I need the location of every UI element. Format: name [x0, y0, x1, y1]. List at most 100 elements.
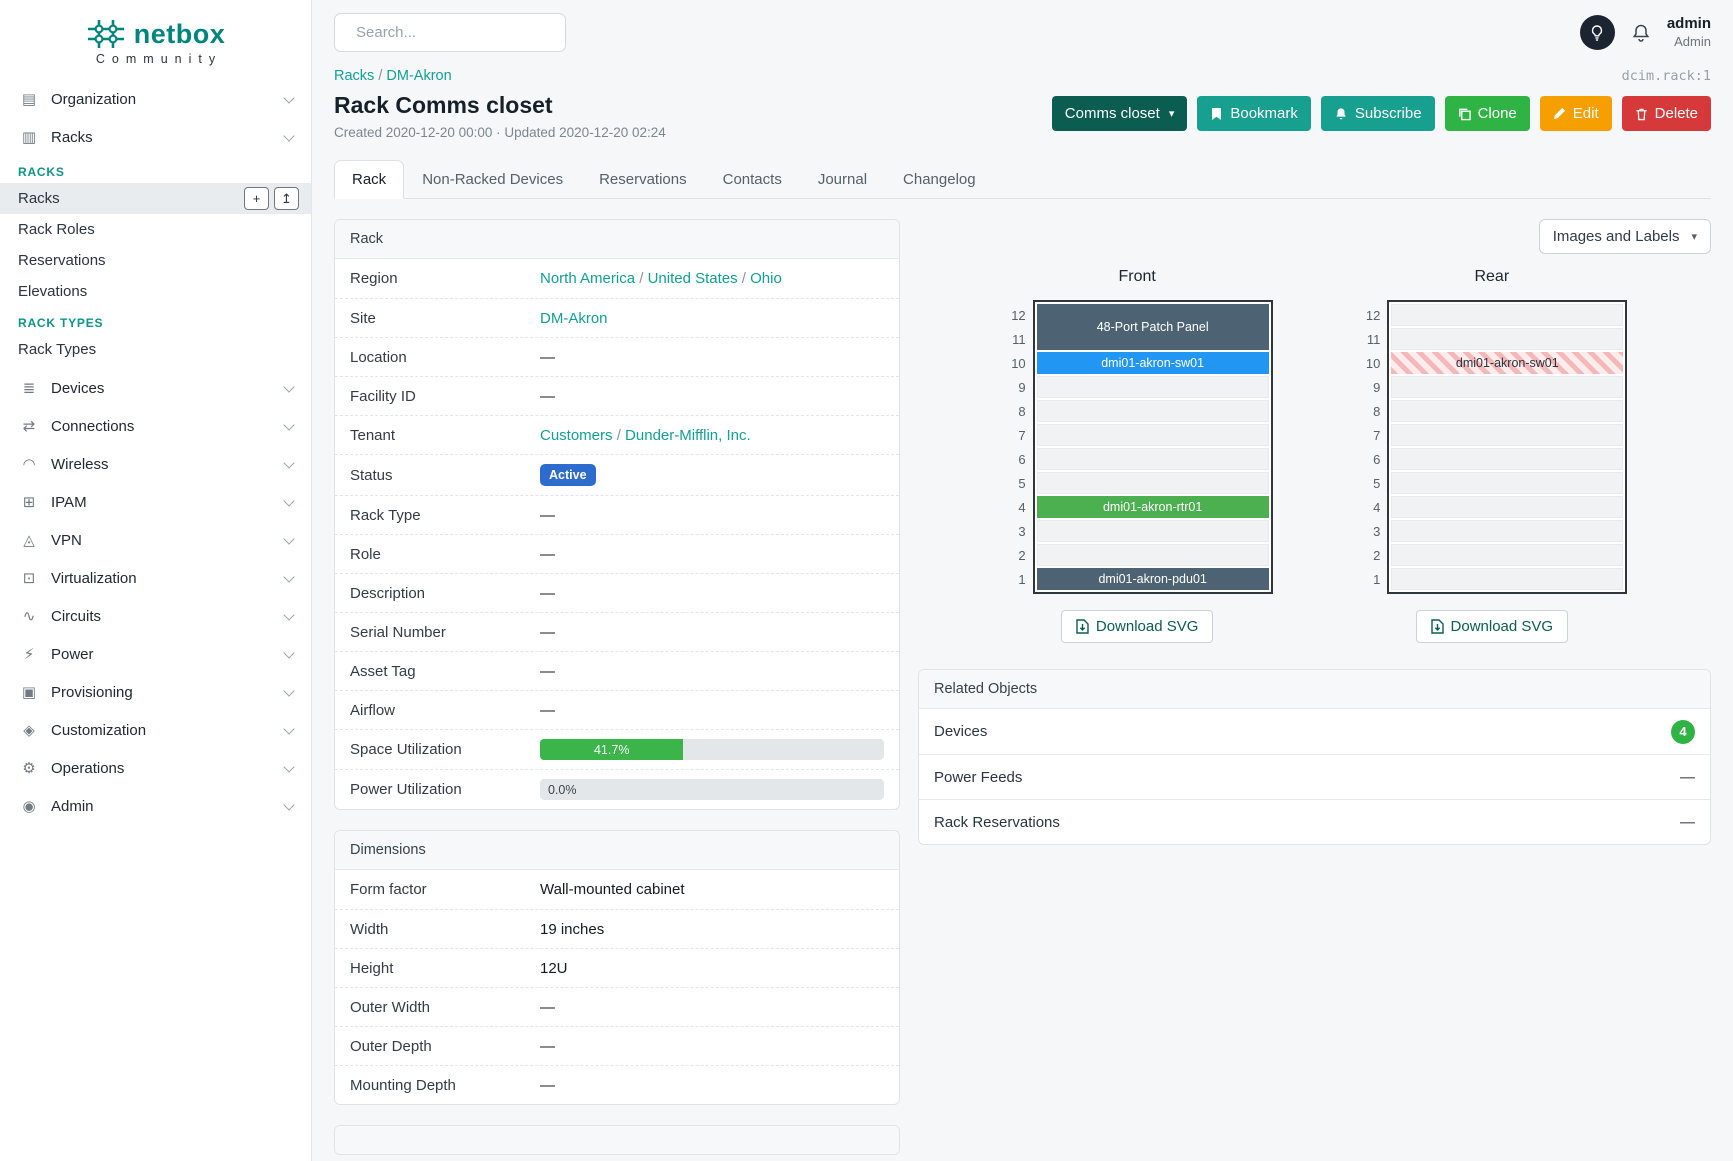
tab-non-racked-devices[interactable]: Non-Racked Devices	[422, 171, 564, 188]
related-row-rack-reservations[interactable]: Rack Reservations —	[919, 799, 1710, 844]
breadcrumb-dm-akron[interactable]: DM-Akron	[386, 68, 452, 84]
download-svg-front-button[interactable]: Download SVG	[1060, 610, 1214, 643]
empty-rack-unit[interactable]	[1036, 472, 1269, 494]
sidebar-item-ipam[interactable]: ⊞ IPAM	[0, 483, 311, 521]
customization-icon: ◈	[23, 722, 35, 739]
sidebar-item-circuits[interactable]: ∿ Circuits	[0, 597, 311, 635]
sidebar-item-wireless[interactable]: ◠ Wireless	[0, 445, 311, 483]
chevron-down-icon	[283, 798, 295, 811]
empty-rack-unit[interactable]	[1036, 424, 1269, 446]
empty-rack-unit[interactable]	[1036, 448, 1269, 470]
sidebar-item-customization[interactable]: ◈ Customization	[0, 711, 311, 749]
vpn-icon: ◬	[23, 532, 35, 549]
tab-rack[interactable]: Rack	[334, 160, 405, 199]
partial-card	[334, 1125, 900, 1155]
rear-elevation-title: Rear	[1474, 268, 1510, 285]
tenant-link[interactable]: Dunder-Mifflin, Inc.	[625, 426, 751, 444]
front-unit-numbers: 12 11 10 9 8 7 6 5 4 3	[1011, 307, 1026, 587]
sidebar-item-virtualization[interactable]: ⊡ Virtualization	[0, 559, 311, 597]
empty-rack-unit[interactable]	[1391, 304, 1624, 326]
subnav-item-racks[interactable]: Racks + ↥	[0, 183, 311, 214]
device-pdu[interactable]: dmi01-akron-pdu01	[1036, 568, 1269, 590]
empty-rack-unit[interactable]	[1036, 376, 1269, 398]
copy-icon	[1458, 108, 1471, 120]
tab-bar: Rack Non-Racked Devices Reservations Con…	[334, 160, 1711, 199]
empty-rack-unit[interactable]	[1391, 424, 1624, 446]
sidebar-item-power[interactable]: ⚡ Power	[0, 635, 311, 673]
elevation-selector-button[interactable]: Comms closet ▾	[1051, 96, 1188, 131]
rear-elevation: Rear 12 11 10 9 8 7 6 5	[1356, 268, 1628, 643]
empty-rack-unit[interactable]	[1391, 520, 1624, 542]
images-and-labels-dropdown[interactable]: Images and Labels ▾	[1538, 219, 1711, 254]
edit-button[interactable]: Edit	[1539, 96, 1612, 131]
card-title: Rack	[335, 220, 899, 259]
search-input[interactable]	[356, 24, 555, 41]
sidebar-item-racks[interactable]: ▥ Racks	[0, 118, 311, 156]
device-switch[interactable]: dmi01-akron-sw01	[1036, 352, 1269, 374]
empty-rack-unit[interactable]	[1391, 496, 1624, 518]
global-search[interactable]	[334, 13, 566, 52]
brand-subtitle: Community	[95, 52, 223, 66]
empty-rack-unit[interactable]	[1391, 376, 1624, 398]
clone-button[interactable]: Clone	[1444, 96, 1530, 131]
tenant-group-link[interactable]: Customers	[540, 426, 613, 444]
theme-toggle-button[interactable]	[1579, 15, 1615, 50]
chevron-down-icon	[283, 646, 295, 659]
empty-rack-unit[interactable]	[1036, 400, 1269, 422]
site-link[interactable]: DM-Akron	[540, 309, 608, 327]
field-row-power-utilization: Power Utilization 0.0%	[335, 769, 899, 809]
import-racks-button[interactable]: ↥	[274, 187, 299, 210]
notifications-button[interactable]	[1631, 23, 1651, 43]
empty-rack-unit[interactable]	[1391, 400, 1624, 422]
sidebar-item-admin[interactable]: ◉ Admin	[0, 787, 311, 825]
field-row-mounting-depth: Mounting Depth —	[335, 1065, 899, 1104]
country-link[interactable]: United States	[647, 270, 738, 287]
sidebar-item-connections[interactable]: ⇄ Connections	[0, 407, 311, 445]
subscribe-button[interactable]: Subscribe	[1320, 96, 1435, 131]
sidebar-item-vpn[interactable]: ◬ VPN	[0, 521, 311, 559]
device-patch-panel[interactable]: 48-Port Patch Panel	[1036, 304, 1269, 350]
empty-rack-unit[interactable]	[1391, 448, 1624, 470]
user-menu[interactable]: admin Admin	[1667, 15, 1711, 50]
rack-elevation-front: 48-Port Patch Panel dmi01-akron-sw01 dmi…	[1032, 300, 1273, 594]
power-utilization-bar: 0.0%	[540, 779, 884, 800]
tab-changelog[interactable]: Changelog	[903, 171, 976, 188]
device-switch-rear[interactable]: dmi01-akron-sw01	[1391, 352, 1624, 374]
download-svg-rear-button[interactable]: Download SVG	[1415, 610, 1569, 643]
empty-rack-unit[interactable]	[1391, 328, 1624, 350]
sidebar-item-provisioning[interactable]: ▣ Provisioning	[0, 673, 311, 711]
add-rack-button[interactable]: +	[244, 187, 269, 210]
empty-rack-unit[interactable]	[1036, 520, 1269, 542]
bell-plus-icon	[1336, 107, 1346, 119]
rear-unit-numbers: 12 11 10 9 8 7 6 5 4 3	[1365, 307, 1381, 587]
netbox-logo[interactable]: netbox	[0, 10, 311, 52]
empty-rack-unit[interactable]	[1036, 544, 1269, 566]
delete-button[interactable]: Delete	[1621, 96, 1711, 131]
chevron-down-icon	[283, 684, 295, 697]
tab-journal[interactable]: Journal	[817, 171, 868, 188]
breadcrumb-racks[interactable]: Racks	[334, 68, 375, 84]
empty-rack-unit[interactable]	[1391, 568, 1624, 590]
subnav-item-elevations[interactable]: Elevations	[18, 283, 88, 300]
related-row-devices[interactable]: Devices 4	[919, 709, 1710, 754]
subnav-item-rack-roles[interactable]: Rack Roles	[18, 221, 95, 238]
field-row-site: Site DM-Akron	[335, 298, 899, 337]
empty-rack-unit[interactable]	[1391, 544, 1624, 566]
bookmark-button[interactable]: Bookmark	[1197, 96, 1311, 131]
sidebar-item-organization[interactable]: ▤ Organization	[0, 80, 311, 118]
tab-contacts[interactable]: Contacts	[722, 171, 782, 188]
breadcrumb: Racks DM-Akron	[334, 68, 452, 84]
sidebar-item-devices[interactable]: ≣ Devices	[0, 369, 311, 407]
field-row-rack-type: Rack Type —	[335, 495, 899, 534]
region-link[interactable]: North America	[540, 270, 636, 287]
state-link[interactable]: Ohio	[750, 270, 782, 287]
subnav-item-reservations[interactable]: Reservations	[18, 252, 106, 269]
subnav-item-rack-types[interactable]: Rack Types	[18, 341, 97, 358]
empty-rack-unit[interactable]	[1391, 472, 1624, 494]
device-router[interactable]: dmi01-akron-rtr01	[1036, 496, 1269, 518]
related-row-power-feeds[interactable]: Power Feeds —	[919, 754, 1710, 799]
chevron-down-icon	[283, 380, 295, 393]
tab-reservations[interactable]: Reservations	[599, 171, 687, 188]
sidebar-item-operations[interactable]: ⚙ Operations	[0, 749, 311, 787]
